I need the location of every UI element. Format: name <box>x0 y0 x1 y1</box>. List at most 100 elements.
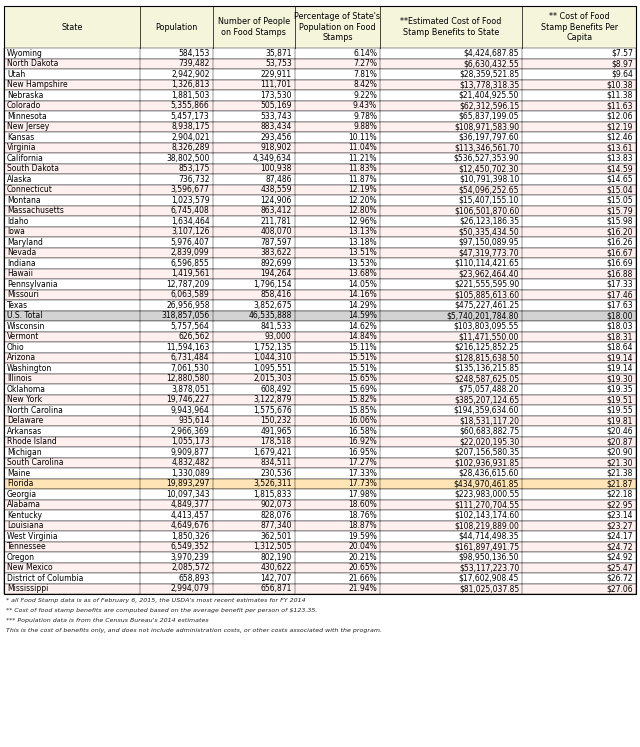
Bar <box>4 279 636 290</box>
Text: This is the cost of benefits only, and does not include administration costs, or: This is the cost of benefits only, and d… <box>6 628 382 633</box>
Text: $21,404,925.50: $21,404,925.50 <box>459 90 519 100</box>
Text: 8,938,175: 8,938,175 <box>171 123 209 131</box>
Text: $97,150,089.95: $97,150,089.95 <box>459 238 519 247</box>
Text: 533,743: 533,743 <box>260 112 292 121</box>
Text: Maryland: Maryland <box>7 238 43 247</box>
Text: 14.05%: 14.05% <box>348 279 377 289</box>
Text: California: California <box>7 154 44 163</box>
Text: $475,227,461.25: $475,227,461.25 <box>454 301 519 310</box>
Text: 16.58%: 16.58% <box>348 427 377 436</box>
Text: 17.33%: 17.33% <box>348 469 377 478</box>
Text: 626,562: 626,562 <box>178 332 209 341</box>
Bar <box>4 174 636 185</box>
Bar <box>4 447 636 457</box>
Bar <box>4 394 636 405</box>
Text: Massachusetts: Massachusetts <box>7 206 64 215</box>
Text: $25.47: $25.47 <box>606 563 633 572</box>
Text: Vermont: Vermont <box>7 332 40 341</box>
Text: 9.88%: 9.88% <box>353 123 377 131</box>
Text: Maine: Maine <box>7 469 30 478</box>
Text: 3,852,675: 3,852,675 <box>253 301 292 310</box>
Bar <box>4 268 636 279</box>
Text: Mississippi: Mississippi <box>7 584 49 593</box>
Text: 6,745,408: 6,745,408 <box>171 206 209 215</box>
Text: $20.46: $20.46 <box>606 427 633 436</box>
Bar <box>4 143 636 153</box>
Bar <box>4 132 636 143</box>
Text: $20.90: $20.90 <box>606 447 633 456</box>
Bar <box>4 58 636 69</box>
Text: 26,956,958: 26,956,958 <box>166 301 209 310</box>
Bar <box>4 521 636 531</box>
Text: 12.80%: 12.80% <box>348 206 377 215</box>
Text: $108,219,889.00: $108,219,889.00 <box>454 521 519 530</box>
Text: Population: Population <box>155 22 197 31</box>
Text: $113,346,561.70: $113,346,561.70 <box>454 143 519 152</box>
Text: $223,983,000.55: $223,983,000.55 <box>454 490 519 499</box>
Text: 93,000: 93,000 <box>265 332 292 341</box>
Text: 19,893,297: 19,893,297 <box>166 480 209 489</box>
Text: 383,622: 383,622 <box>260 248 292 257</box>
Text: $47,319,773.70: $47,319,773.70 <box>459 248 519 257</box>
Text: 12,787,209: 12,787,209 <box>166 279 209 289</box>
Text: 1,815,833: 1,815,833 <box>253 490 292 499</box>
Text: 1,850,326: 1,850,326 <box>171 532 209 541</box>
Bar <box>4 111 636 122</box>
Bar <box>4 311 636 321</box>
Text: 15.51%: 15.51% <box>348 364 377 373</box>
Text: $9.64: $9.64 <box>611 69 633 78</box>
Text: $135,136,215.85: $135,136,215.85 <box>454 364 519 373</box>
Text: 362,501: 362,501 <box>260 532 292 541</box>
Text: $28,359,521.85: $28,359,521.85 <box>459 69 519 78</box>
Text: 608,492: 608,492 <box>260 385 292 394</box>
Bar <box>4 205 636 216</box>
Text: 7,061,530: 7,061,530 <box>171 364 209 373</box>
Text: 1,330,089: 1,330,089 <box>171 469 209 478</box>
Bar <box>4 6 636 48</box>
Text: New Hampshire: New Hampshire <box>7 80 68 89</box>
Text: $16.26: $16.26 <box>607 238 633 247</box>
Text: 1,881,503: 1,881,503 <box>171 90 209 100</box>
Text: 150,232: 150,232 <box>260 416 292 425</box>
Bar <box>4 300 636 311</box>
Text: 20.65%: 20.65% <box>348 563 377 572</box>
Text: 11.04%: 11.04% <box>348 143 377 152</box>
Text: 87,486: 87,486 <box>265 175 292 184</box>
Text: 5,757,564: 5,757,564 <box>171 322 209 331</box>
Text: 883,434: 883,434 <box>260 123 292 131</box>
Text: $110,114,421.65: $110,114,421.65 <box>454 258 519 267</box>
Text: Pennsylvania: Pennsylvania <box>7 279 58 289</box>
Text: Rhode Island: Rhode Island <box>7 437 57 446</box>
Text: 17.73%: 17.73% <box>348 480 377 489</box>
Text: Delaware: Delaware <box>7 416 44 425</box>
Text: Arizona: Arizona <box>7 353 36 362</box>
Text: $24.17: $24.17 <box>607 532 633 541</box>
Text: $13.61: $13.61 <box>607 143 633 152</box>
Text: $21.30: $21.30 <box>607 458 633 468</box>
Text: 1,796,154: 1,796,154 <box>253 279 292 289</box>
Text: 1,312,505: 1,312,505 <box>253 542 292 551</box>
Text: $12,450,702.30: $12,450,702.30 <box>459 164 519 173</box>
Text: Alabama: Alabama <box>7 500 41 509</box>
Text: Alaska: Alaska <box>7 175 33 184</box>
Text: $18.64: $18.64 <box>607 343 633 352</box>
Text: $221,555,595.90: $221,555,595.90 <box>454 279 519 289</box>
Text: $10,791,398.10: $10,791,398.10 <box>459 175 519 184</box>
Text: $54,096,252.65: $54,096,252.65 <box>459 185 519 194</box>
Bar <box>4 101 636 111</box>
Text: 13.18%: 13.18% <box>348 238 377 247</box>
Text: 16.06%: 16.06% <box>348 416 377 425</box>
Text: 892,699: 892,699 <box>260 258 292 267</box>
Text: Montana: Montana <box>7 196 40 205</box>
Text: $26,123,186.35: $26,123,186.35 <box>459 217 519 226</box>
Text: $22.18: $22.18 <box>607 490 633 499</box>
Text: 11,594,163: 11,594,163 <box>166 343 209 352</box>
Text: 877,340: 877,340 <box>260 521 292 530</box>
Text: Washington: Washington <box>7 364 52 373</box>
Bar <box>4 48 636 58</box>
Text: $14.59: $14.59 <box>606 164 633 173</box>
Text: $13.83: $13.83 <box>607 154 633 163</box>
Text: 739,482: 739,482 <box>178 59 209 68</box>
Bar <box>4 552 636 562</box>
Text: $98,950,136.50: $98,950,136.50 <box>459 553 519 562</box>
